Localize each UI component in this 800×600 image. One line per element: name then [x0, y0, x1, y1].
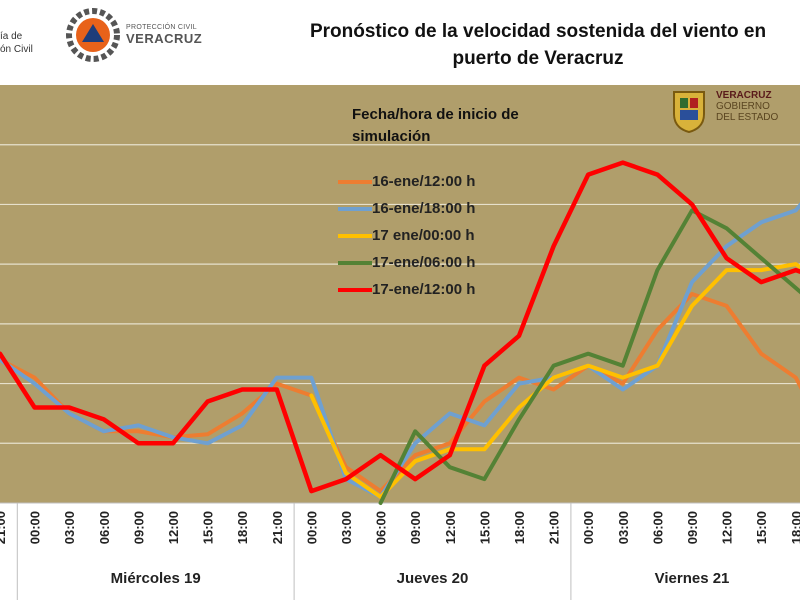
title-line-2: puerto de Veracruz — [452, 48, 624, 69]
legend-item: 16-ene/12:00 h — [338, 168, 475, 195]
legend-item: 17-ene/06:00 h — [338, 249, 475, 276]
x-tick-label: 21:00 — [547, 511, 562, 544]
x-tick-label: 09:00 — [408, 511, 423, 544]
x-tick-label: 06:00 — [374, 511, 389, 544]
pc-small-text: PROTECCIÓN CIVIL — [126, 24, 197, 31]
x-tick-label: 06:00 — [97, 511, 112, 544]
x-tick-label: 00:00 — [581, 511, 596, 544]
series-line — [0, 160, 800, 494]
legend-label: 17 ene/00:00 h — [372, 227, 475, 244]
proteccion-civil-logo-icon — [66, 8, 120, 62]
x-tick-label: 21:00 — [270, 511, 285, 544]
title-line-1: Pronóstico de la velocidad sostenida del… — [309, 21, 767, 42]
proteccion-civil-wordmark: PROTECCIÓN CIVIL VERACRUZ — [126, 24, 202, 46]
left-logo-line-2: ón Civil — [0, 44, 33, 55]
x-tick-label: 00:00 — [28, 511, 43, 544]
legend-swatch — [338, 179, 372, 184]
day-label: Jueves 20 — [397, 570, 469, 587]
legend-label: 17-ene/06:00 h — [372, 254, 476, 271]
legend-item: 17 ene/00:00 h — [338, 222, 475, 249]
legend: 16-ene/12:00 h 16-ene/18:00 h 17 ene/00:… — [338, 168, 475, 303]
x-tick-label: 00:00 — [304, 511, 319, 544]
x-tick-label: 12:00 — [443, 511, 458, 544]
state-logo-line-2: GOBIERNO — [716, 101, 770, 112]
coat-of-arms-icon — [673, 91, 705, 134]
series-line — [0, 202, 800, 499]
header: ía de ón Civil PROTECCIÓN CIVIL VERACRUZ… — [0, 0, 800, 85]
x-tick-label: 03:00 — [62, 511, 77, 544]
state-logo: VERACRUZ GOBIERNO DEL ESTADO — [668, 86, 798, 136]
series-line — [378, 208, 800, 505]
x-tick-label: 18:00 — [512, 511, 527, 544]
x-tick-label: 15:00 — [754, 511, 769, 544]
pc-big-text: VERACRUZ — [126, 31, 203, 46]
x-tick-label: 03:00 — [616, 511, 631, 544]
x-tick-label: 03:00 — [339, 511, 354, 544]
page-title: Pronóstico de la velocidad sostenida del… — [258, 18, 800, 72]
wind-speed-chart: 21:00 00:00 03:00 06:00 09:00 12:00 15:00 18:00… — [0, 85, 800, 600]
x-tick-label: 12:00 — [720, 511, 735, 544]
legend-swatch — [338, 206, 372, 211]
left-logo-text: ía de ón Civil — [0, 30, 33, 56]
legend-label: 17-ene/12:00 h — [372, 281, 476, 298]
day-label: Viernes 21 — [655, 570, 730, 587]
x-tick-label: 15:00 — [201, 511, 216, 544]
x-tick-label: 09:00 — [131, 511, 146, 544]
x-tick-label: 12:00 — [166, 511, 181, 544]
x-tick-label: 15:00 — [477, 511, 492, 544]
x-tick-label: 21:00 — [0, 511, 8, 544]
state-logo-line-3: DEL ESTADO — [716, 112, 779, 123]
legend-label: 16-ene/12:00 h — [372, 173, 476, 190]
legend-item: 17-ene/12:00 h — [338, 276, 475, 303]
series-line — [0, 292, 800, 494]
legend-swatch — [338, 233, 372, 238]
legend-swatch — [338, 260, 372, 265]
x-tick-label: 18:00 — [235, 511, 250, 544]
legend-item: 16-ene/18:00 h — [338, 195, 475, 222]
state-logo-line-1: VERACRUZ — [716, 90, 772, 101]
legend-title: Fecha/hora de inicio de simulación — [352, 106, 519, 145]
legend-label: 16-ene/18:00 h — [372, 200, 476, 217]
left-logo-line-1: ía de — [0, 31, 23, 42]
state-logo-text: VERACRUZ GOBIERNO DEL ESTADO — [716, 90, 778, 123]
x-tick-label: 06:00 — [650, 511, 665, 544]
plot-area — [0, 85, 800, 503]
day-label: Miércoles 19 — [111, 570, 201, 587]
legend-swatch — [338, 287, 372, 292]
x-tick-label: 18:00 — [789, 511, 800, 544]
x-tick-label: 09:00 — [685, 511, 700, 544]
